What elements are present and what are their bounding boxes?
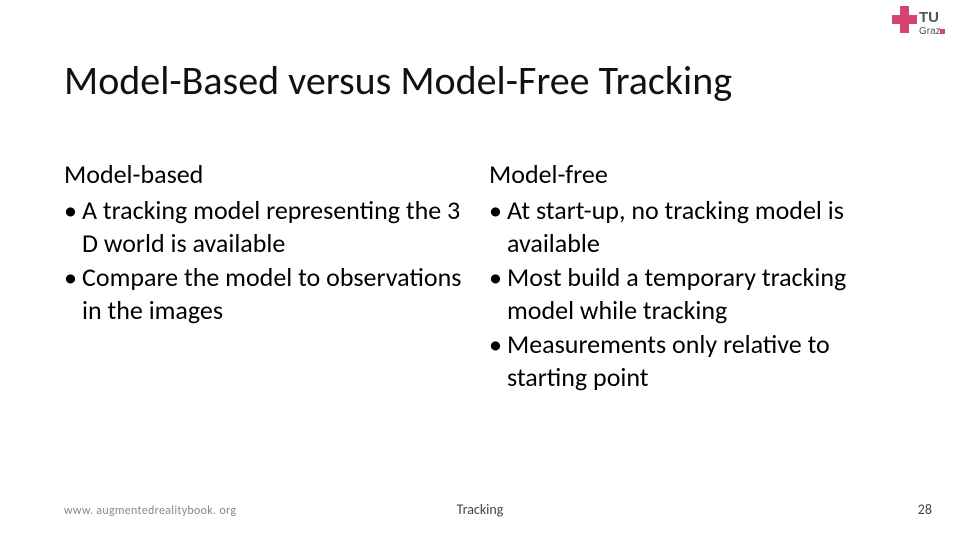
footer-topic: Tracking	[0, 501, 960, 518]
list-item: • A tracking model representing the 3 D …	[64, 194, 471, 259]
bullet-text: Compare the model to observations in the…	[82, 261, 471, 326]
list-item: • At start-up, no tracking model is avai…	[489, 194, 896, 259]
right-column-heading: Model-free	[489, 158, 896, 190]
bullet-text: At start-up, no tracking model is availa…	[507, 194, 896, 259]
content-columns: Model-based • A tracking model represent…	[64, 158, 896, 395]
svg-text:Graz: Graz	[919, 26, 941, 37]
list-item: • Compare the model to observations in t…	[64, 261, 471, 326]
slide-title: Model-Based versus Model-Free Tracking	[64, 56, 732, 105]
bullet-text: Measurements only relative to starting p…	[507, 328, 896, 393]
bullet-icon: •	[489, 328, 507, 393]
slide-number: 28	[918, 501, 932, 518]
slide: TU Graz Model-Based versus Model-Free Tr…	[0, 0, 960, 540]
right-column: Model-free • At start-up, no tracking mo…	[489, 158, 896, 395]
bullet-text: A tracking model representing the 3 D wo…	[82, 194, 471, 259]
bullet-icon: •	[489, 194, 507, 259]
left-column: Model-based • A tracking model represent…	[64, 158, 471, 395]
svg-text:TU: TU	[919, 9, 939, 26]
bullet-icon: •	[64, 261, 82, 326]
list-item: • Measurements only relative to starting…	[489, 328, 896, 393]
left-bullet-list: • A tracking model representing the 3 D …	[64, 194, 471, 326]
left-column-heading: Model-based	[64, 158, 471, 190]
tu-graz-logo: TU Graz	[892, 6, 946, 40]
bullet-icon: •	[489, 261, 507, 326]
right-bullet-list: • At start-up, no tracking model is avai…	[489, 194, 896, 393]
bullet-icon: •	[64, 194, 82, 259]
list-item: • Most build a temporary tracking model …	[489, 261, 896, 326]
bullet-text: Most build a temporary tracking model wh…	[507, 261, 896, 326]
